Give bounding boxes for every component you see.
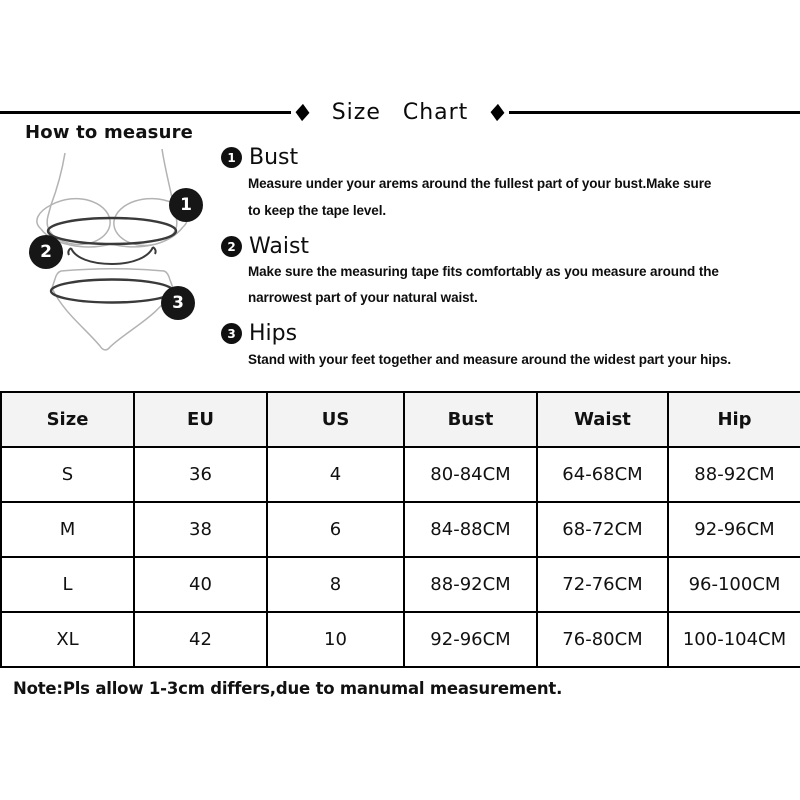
- step-2-badge: 2: [221, 236, 242, 257]
- instruction-line: narrowest part of your natural waist.: [248, 290, 478, 305]
- instruction-hips-heading: 3 Hips: [221, 321, 731, 346]
- briefs-sketch: [51, 268, 174, 351]
- cell-hip: 96-100CM: [667, 556, 800, 613]
- step-3-badge: 3: [221, 323, 242, 344]
- how-to-measure-label: How to measure: [25, 122, 194, 143]
- instruction-hips-text: Stand with your feet together and measur…: [221, 346, 731, 373]
- title-rule-right-line: [509, 110, 800, 114]
- bra-band-left: [40, 228, 112, 248]
- waist-marker-badge: 2: [29, 235, 63, 269]
- cell-waist: 72-76CM: [536, 556, 669, 613]
- cell-bust: 84-88CM: [403, 501, 538, 558]
- cell-hip: 92-96CM: [667, 501, 800, 558]
- instruction-waist-text: Make sure the measuring tape fits comfor…: [221, 259, 719, 311]
- cell-waist: 68-72CM: [536, 501, 669, 558]
- diamond-icon: [295, 103, 310, 121]
- bra-sketch: [36, 148, 188, 248]
- cell-us: 6: [266, 501, 405, 558]
- cell-us: 4: [266, 446, 405, 503]
- instruction-bust-title: Bust: [249, 145, 299, 170]
- cell-size: L: [0, 556, 135, 613]
- cell-bust: 92-96CM: [403, 611, 538, 668]
- instruction-waist-title: Waist: [249, 234, 310, 259]
- bust-marker-badge: 1: [169, 188, 203, 222]
- instruction-hips: 3 Hips Stand with your feet together and…: [221, 321, 731, 373]
- table-header-row: Size EU US Bust Waist Hip: [0, 391, 800, 448]
- cell-us: 8: [266, 556, 405, 613]
- cell-eu: 42: [133, 611, 268, 668]
- instruction-line: to keep the tape level.: [248, 203, 387, 218]
- instruction-line: Stand with your feet together and measur…: [248, 352, 732, 367]
- cell-size: M: [0, 501, 135, 558]
- instruction-line: Make sure the measuring tape fits comfor…: [248, 264, 719, 279]
- bra-wing-left: [36, 204, 52, 230]
- table-row: XL 42 10 92-96CM 76-80CM 100-104CM: [0, 611, 800, 668]
- waist-arc-end-right: [152, 246, 157, 255]
- cell-hip: 88-92CM: [667, 446, 800, 503]
- table-row: L 40 8 88-92CM 72-76CM 96-100CM: [0, 556, 800, 613]
- cell-us: 10: [266, 611, 405, 668]
- cell-waist: 64-68CM: [536, 446, 669, 503]
- cell-hip: 100-104CM: [667, 611, 800, 668]
- measurement-note: Note:Pls allow 1-3cm differs,due to manu…: [13, 679, 563, 698]
- cell-bust: 88-92CM: [403, 556, 538, 613]
- size-chart-table: Size EU US Bust Waist Hip S 36 4 80-84CM…: [0, 391, 800, 668]
- cell-eu: 40: [133, 556, 268, 613]
- table-row: S 36 4 80-84CM 64-68CM 88-92CM: [0, 446, 800, 503]
- instruction-hips-title: Hips: [249, 321, 298, 346]
- cell-size: XL: [0, 611, 135, 668]
- cell-bust: 80-84CM: [403, 446, 538, 503]
- cell-eu: 36: [133, 446, 268, 503]
- cell-waist: 76-80CM: [536, 611, 669, 668]
- table-row: M 38 6 84-88CM 68-72CM 92-96CM: [0, 501, 800, 558]
- column-header-us: US: [266, 391, 405, 448]
- bust-tape-line: [46, 216, 178, 246]
- title-rule: Size Chart: [0, 99, 800, 125]
- title-rule-left-line: [0, 110, 291, 114]
- bra-cup-left: [46, 197, 111, 246]
- bra-strap-left: [50, 152, 66, 206]
- cell-eu: 38: [133, 501, 268, 558]
- instruction-bust-text: Measure under your arems around the full…: [221, 170, 711, 224]
- bra-cup-right: [113, 198, 178, 247]
- diamond-icon: [490, 103, 505, 121]
- column-header-eu: EU: [133, 391, 268, 448]
- cell-size: S: [0, 446, 135, 503]
- waist-tape-arc: [67, 246, 157, 266]
- instruction-line: Measure under your arems around the full…: [248, 176, 712, 191]
- instruction-waist-heading: 2 Waist: [221, 234, 719, 259]
- page-title: Size Chart: [331, 99, 469, 125]
- hip-marker-badge: 3: [161, 286, 195, 320]
- waist-arc-end-left: [67, 247, 72, 256]
- column-header-size: Size: [0, 391, 135, 448]
- column-header-hip: Hip: [667, 391, 800, 448]
- step-1-badge: 1: [221, 147, 242, 168]
- column-header-waist: Waist: [536, 391, 669, 448]
- instruction-waist: 2 Waist Make sure the measuring tape fit…: [221, 234, 719, 311]
- instruction-bust: 1 Bust Measure under your arems around t…: [221, 145, 711, 224]
- waist-arc: [70, 246, 154, 266]
- column-header-bust: Bust: [403, 391, 538, 448]
- bikini-measure-sketch: [36, 148, 188, 351]
- instruction-bust-heading: 1 Bust: [221, 145, 711, 170]
